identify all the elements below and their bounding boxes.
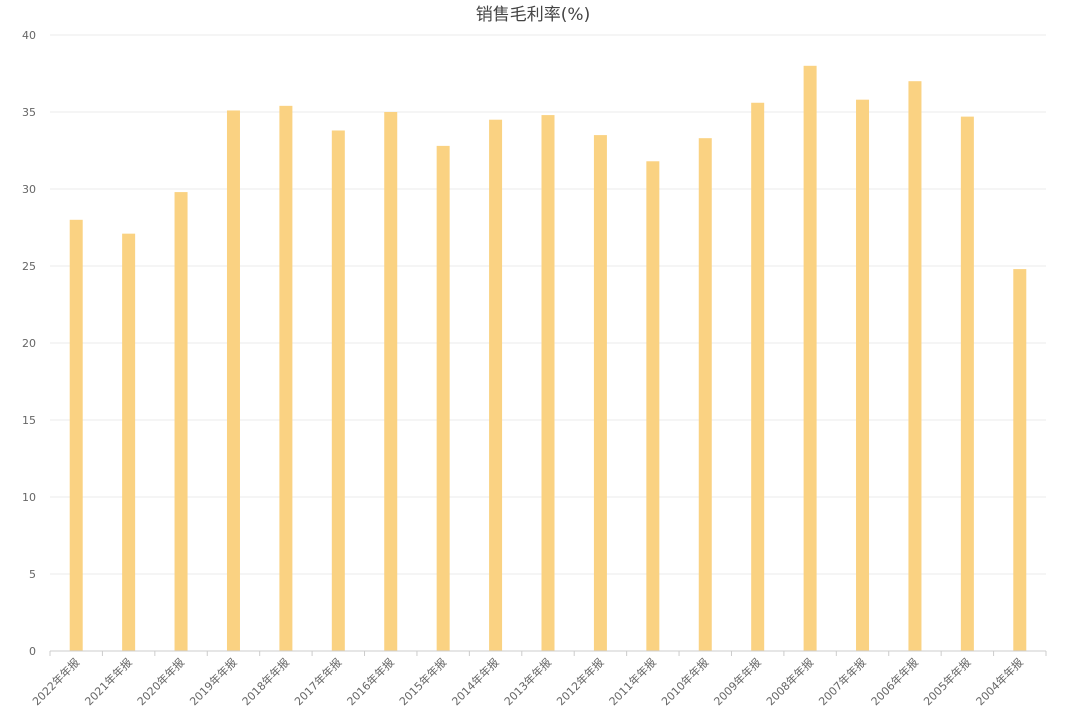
x-tick-label: 2011年年报 <box>606 655 659 708</box>
bar-2010年年报 <box>698 138 712 651</box>
bar-2005年年报 <box>960 116 974 652</box>
bar-2011年年报 <box>646 161 660 651</box>
x-tick-label: 2015年年报 <box>396 655 449 708</box>
y-tick-label: 30 <box>22 183 36 196</box>
bar-2018年年报 <box>279 105 293 652</box>
bar-2008年年报 <box>803 65 817 652</box>
y-tick-label: 40 <box>22 29 36 42</box>
x-axis-ticks <box>49 651 1047 656</box>
bar-2004年年报 <box>1013 269 1027 651</box>
y-tick-label: 35 <box>22 106 36 119</box>
bar-2009年年报 <box>751 102 765 651</box>
x-tick-label: 2007年年报 <box>816 655 869 708</box>
bar-2013年年报 <box>541 115 555 651</box>
x-tick-label: 2009年年报 <box>711 655 764 708</box>
x-tick-label: 2022年年报 <box>29 655 82 708</box>
x-tick-label: 2013年年报 <box>501 655 554 708</box>
x-tick-label: 2017年年报 <box>291 655 344 708</box>
bar-2022年年报 <box>69 219 83 652</box>
y-tick-label: 5 <box>29 568 36 581</box>
y-tick-label: 10 <box>22 491 36 504</box>
x-tick-label: 2019年年报 <box>187 655 240 708</box>
bar-2021年年报 <box>122 233 136 651</box>
x-axis-tick-labels: 2022年年报 2021年年报 2020年年报 2019年年报 2018年年报 2017年… <box>29 655 1026 708</box>
bar-2014年年报 <box>489 119 503 651</box>
x-tick-label: 2010年年报 <box>658 655 711 708</box>
bars <box>69 65 1027 652</box>
x-tick-label: 2016年年报 <box>344 655 397 708</box>
bar-2016年年报 <box>384 112 398 651</box>
y-tick-label: 25 <box>22 260 36 273</box>
bar-2015年年报 <box>436 145 450 651</box>
x-tick-label: 2006年年报 <box>868 655 921 708</box>
x-tick-label: 2005年年报 <box>920 655 973 708</box>
bar-2007年年报 <box>856 99 870 652</box>
x-tick-label: 2014年年报 <box>449 655 502 708</box>
x-tick-label: 2012年年报 <box>554 655 607 708</box>
bar-2019年年报 <box>226 110 240 651</box>
y-axis-tick-labels: 0 5 10 15 20 25 30 35 40 <box>22 29 36 658</box>
x-tick-label: 2018年年报 <box>239 655 292 708</box>
bar-2012年年报 <box>593 135 607 652</box>
x-tick-label: 2021年年报 <box>82 655 135 708</box>
x-tick-label: 2020年年报 <box>134 655 187 708</box>
x-tick-label: 2008年年报 <box>763 655 816 708</box>
y-tick-label: 0 <box>29 645 36 658</box>
x-tick-label: 2004年年报 <box>973 655 1026 708</box>
chart-title: 销售毛利率(%) <box>476 5 590 25</box>
bar-2020年年报 <box>174 192 188 651</box>
bar-2017年年报 <box>331 130 345 652</box>
bar-2006年年报 <box>908 81 922 651</box>
y-tick-label: 15 <box>22 414 36 427</box>
y-tick-label: 20 <box>22 337 36 350</box>
